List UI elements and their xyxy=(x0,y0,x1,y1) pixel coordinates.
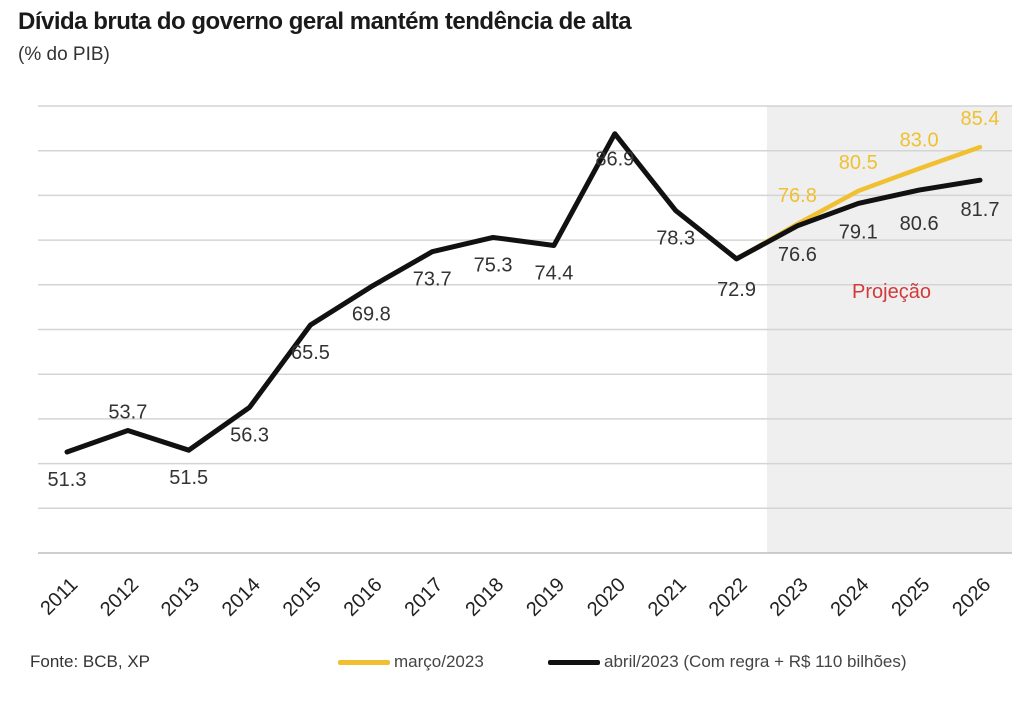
data-labels: 51.3 53.7 51.5 56.3 65.5 69.8 73.7 75.3 74.4 86.9… xyxy=(48,108,1000,491)
legend-swatch-march xyxy=(338,659,390,665)
source-note: Fonte: BCB, XP xyxy=(30,652,150,671)
data-label-april: 65.5 xyxy=(291,342,330,364)
x-tick-label: 2018 xyxy=(461,574,508,621)
x-tick-label: 2014 xyxy=(218,574,265,621)
x-tick-label: 2022 xyxy=(705,574,752,621)
x-tick-label: 2023 xyxy=(766,574,813,621)
projection-label: Projeção xyxy=(852,281,931,303)
chart-title: Dívida bruta do governo geral mantém ten… xyxy=(18,8,632,35)
x-tick-label: 2017 xyxy=(400,574,447,621)
x-tick-label: 2025 xyxy=(887,574,934,621)
data-label-april: 75.3 xyxy=(474,254,513,276)
legend-item-april: abril/2023 (Com regra + R$ 110 bilhões) xyxy=(548,652,907,672)
data-label-april: 56.3 xyxy=(230,424,269,446)
x-tick-label: 2019 xyxy=(522,574,569,621)
data-label-april: 74.4 xyxy=(534,262,573,284)
x-tick-label: 2024 xyxy=(827,574,874,621)
legend-label-march: março/2023 xyxy=(394,652,484,671)
x-tick-label: 2015 xyxy=(279,574,326,621)
data-label-april: 51.3 xyxy=(48,469,87,491)
data-label-april: 51.5 xyxy=(169,467,208,489)
x-tick-label: 2021 xyxy=(644,574,691,621)
data-label-april: 53.7 xyxy=(108,402,147,424)
x-tick-label: 2026 xyxy=(948,574,995,621)
data-label-april: 69.8 xyxy=(352,304,391,326)
data-label-april: 73.7 xyxy=(413,269,452,291)
legend-label-april: abril/2023 (Com regra + R$ 110 bilhões) xyxy=(604,652,907,671)
x-tick-label: 2016 xyxy=(340,574,387,621)
data-label-april: 86.9 xyxy=(595,149,634,171)
data-label-march: 76.8 xyxy=(778,185,817,207)
data-label-april: 81.7 xyxy=(961,199,1000,221)
x-tick-label: 2020 xyxy=(583,574,630,621)
x-tick-label: 2011 xyxy=(36,574,82,620)
series-line-april xyxy=(64,131,983,455)
legend-swatch-april xyxy=(548,659,600,665)
series-lines xyxy=(64,131,983,455)
data-label-april: 76.6 xyxy=(778,244,817,266)
data-label-april: 80.6 xyxy=(900,213,939,235)
data-label-march: 83.0 xyxy=(900,130,939,152)
legend-item-march: março/2023 xyxy=(338,652,484,672)
x-tick-label: 2013 xyxy=(157,574,204,621)
data-label-april: 78.3 xyxy=(656,228,695,250)
data-label-march: 80.5 xyxy=(839,152,878,174)
x-axis-ticks: 2011 2012 2013 2014 2015 2016 2017 2018 2019 2020… xyxy=(36,574,995,621)
chart-subtitle: (% do PIB) xyxy=(18,44,110,65)
data-label-april: 79.1 xyxy=(839,221,878,243)
data-label-april: 72.9 xyxy=(717,279,756,301)
data-label-march: 85.4 xyxy=(961,108,1000,130)
x-tick-label: 2012 xyxy=(96,574,143,621)
